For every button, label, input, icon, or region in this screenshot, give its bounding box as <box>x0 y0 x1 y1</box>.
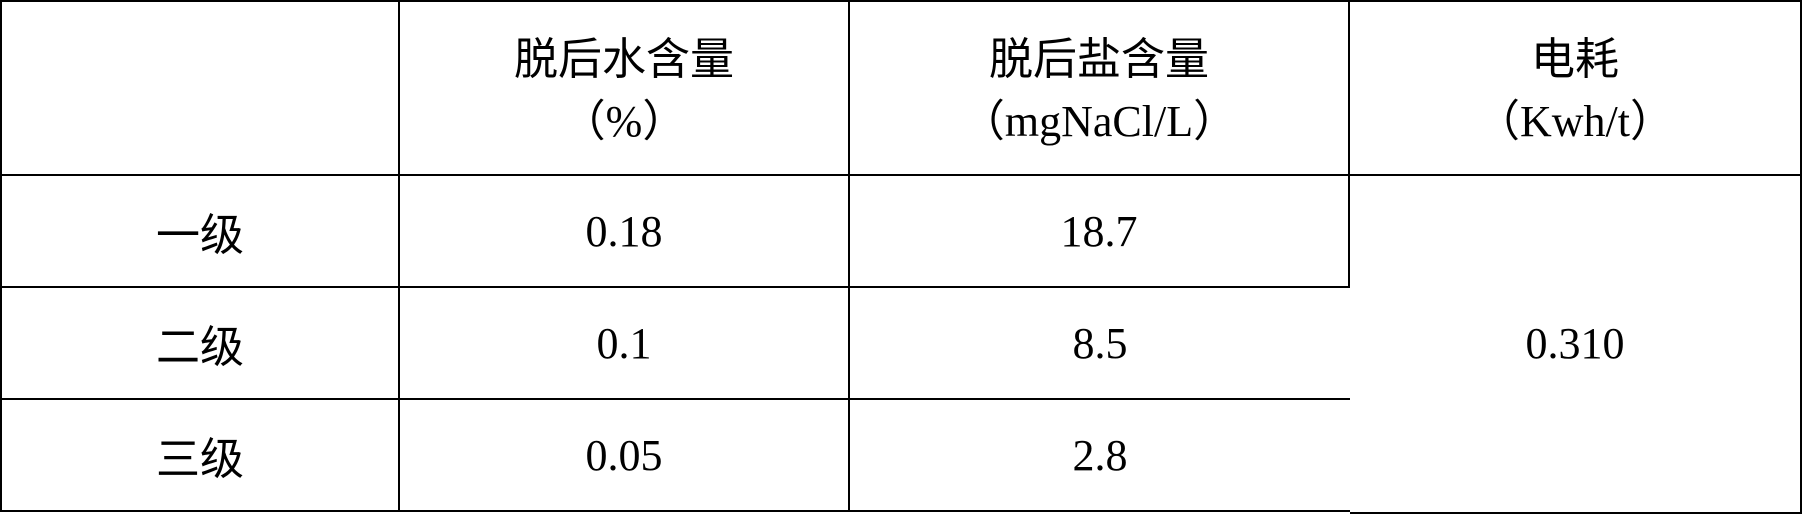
header-cell-level <box>0 0 400 176</box>
cell-water: 0.1 <box>400 288 850 400</box>
cell-value: 0.18 <box>586 206 663 257</box>
cell-level: 一级 <box>0 176 400 288</box>
header-unit: （mgNaCl/L） <box>961 91 1237 153</box>
header-unit: （%） <box>562 91 687 153</box>
cell-value: 三级 <box>156 423 244 487</box>
cell-value: 18.7 <box>1061 206 1138 257</box>
header-cell-salt: 脱后盐含量 （mgNaCl/L） <box>850 0 1350 176</box>
cell-value: 0.1 <box>597 318 652 369</box>
cell-level: 二级 <box>0 288 400 400</box>
cell-value: 二级 <box>156 311 244 375</box>
header-cell-power: 电耗 （Kwh/t） <box>1350 0 1802 176</box>
cell-value: 0.310 <box>1526 313 1625 375</box>
header-cell-water: 脱后水含量 （%） <box>400 0 850 176</box>
data-table: 脱后水含量 （%） 脱后盐含量 （mgNaCl/L） 电耗 （Kwh/t） 一级… <box>0 0 1802 514</box>
cell-salt: 18.7 <box>850 176 1350 288</box>
cell-salt: 8.5 <box>850 288 1350 400</box>
header-text: 电耗 <box>1531 29 1619 91</box>
header-text: 脱后水含量 <box>514 29 734 91</box>
cell-value: 8.5 <box>1073 318 1128 369</box>
cell-value: 0.05 <box>586 430 663 481</box>
cell-level: 三级 <box>0 400 400 512</box>
table-row: 一级 0.18 18.7 0.310 <box>0 176 1802 288</box>
cell-value: 一级 <box>156 199 244 263</box>
table-header-row: 脱后水含量 （%） 脱后盐含量 （mgNaCl/L） 电耗 （Kwh/t） <box>0 0 1802 176</box>
cell-water: 0.18 <box>400 176 850 288</box>
header-text: 脱后盐含量 <box>989 29 1209 91</box>
cell-salt: 2.8 <box>850 400 1350 512</box>
cell-power-merged: 0.310 <box>1350 176 1802 514</box>
cell-value: 2.8 <box>1073 430 1128 481</box>
header-unit: （Kwh/t） <box>1476 91 1674 153</box>
cell-water: 0.05 <box>400 400 850 512</box>
